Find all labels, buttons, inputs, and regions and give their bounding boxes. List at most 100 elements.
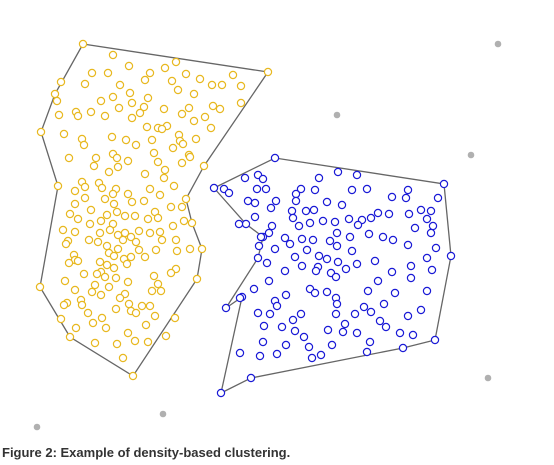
- cluster-2-point: [221, 303, 231, 313]
- cluster-1-point: [145, 301, 155, 311]
- cluster-2-point: [261, 184, 271, 194]
- cluster-1-point: [111, 273, 121, 283]
- cluster-2-point: [265, 309, 275, 319]
- noise-point: [159, 410, 167, 418]
- cluster-1-point: [151, 245, 161, 255]
- cluster-2-point: [250, 212, 260, 222]
- cluster-2-point: [378, 232, 388, 242]
- cluster-2-point: [290, 252, 300, 262]
- cluster-2-point: [304, 342, 314, 352]
- cluster-2-point: [379, 299, 389, 309]
- cluster-1-point: [127, 197, 137, 207]
- cluster-1-point: [153, 157, 163, 167]
- cluster-1-point: [139, 196, 149, 206]
- cluster-2-point: [310, 185, 320, 195]
- cluster-1-point: [109, 263, 119, 273]
- cluster-2-point: [431, 243, 441, 253]
- cluster-2-point: [388, 235, 398, 245]
- cluster-2-point: [259, 321, 269, 331]
- cluster-1-point: [118, 235, 128, 245]
- cluster-1-point: [137, 301, 147, 311]
- cluster-1-point: [215, 104, 225, 114]
- cluster-1-point: [108, 189, 118, 199]
- cluster-2-point: [331, 309, 341, 319]
- cluster-1-point: [123, 156, 133, 166]
- cluster-2-point: [272, 301, 282, 311]
- cluster-2-point: [345, 232, 355, 242]
- cluster-1-point: [127, 113, 137, 123]
- cluster-1-point: [70, 199, 80, 209]
- cluster-2-point: [290, 326, 300, 336]
- cluster-2-point: [249, 284, 259, 294]
- cluster-1-point: [126, 232, 136, 242]
- cluster-2-point: [281, 290, 291, 300]
- cluster-1-point: [192, 274, 202, 284]
- cluster-1-point: [126, 252, 136, 262]
- cluster-1-point: [168, 143, 178, 153]
- cluster-1-point: [187, 218, 197, 228]
- cluster-2-point: [422, 214, 432, 224]
- cluster-1-point: [90, 280, 100, 290]
- cluster-1-point: [79, 269, 89, 279]
- cluster-1-point: [141, 320, 151, 330]
- cluster-1-point: [197, 244, 207, 254]
- cluster-2-point: [280, 233, 290, 243]
- cluster-1-hull: [39, 43, 270, 377]
- cluster-2-point: [422, 253, 432, 263]
- cluster-1-point: [200, 112, 210, 122]
- cluster-2-point: [243, 196, 253, 206]
- cluster-2-point: [253, 308, 263, 318]
- cluster-1-point: [96, 290, 106, 300]
- cluster-2-point: [264, 276, 274, 286]
- cluster-1-point: [71, 323, 81, 333]
- cluster-1-point: [172, 246, 182, 256]
- cluster-1-point: [123, 328, 133, 338]
- cluster-1-point: [56, 77, 66, 87]
- cluster-2-point: [256, 232, 266, 242]
- cluster-2-point: [323, 325, 333, 335]
- noise-point: [467, 151, 475, 159]
- cluster-2-point: [406, 261, 416, 271]
- cluster-2-point: [362, 184, 372, 194]
- cluster-2-point: [224, 188, 234, 198]
- cluster-1-point: [36, 127, 46, 137]
- cluster-2-point: [341, 264, 351, 274]
- cluster-1-point: [58, 225, 68, 235]
- cluster-1-point: [112, 153, 122, 163]
- cluster-1-point: [140, 75, 150, 85]
- cluster-1-point: [125, 88, 135, 98]
- cluster-1-point: [87, 287, 97, 297]
- cluster-1-point: [130, 211, 140, 221]
- cluster-2-point: [270, 244, 280, 254]
- cluster-2-point: [416, 205, 426, 215]
- cluster-1-point: [185, 244, 195, 254]
- cluster-1-point: [150, 311, 160, 321]
- cluster-1-point: [93, 237, 103, 247]
- cluster-2-point: [258, 174, 268, 184]
- cluster-1-point: [114, 103, 124, 113]
- cluster-1-point: [145, 184, 155, 194]
- cluster-2-point: [433, 193, 443, 203]
- cluster-1-point: [122, 259, 132, 269]
- cluster-2-point: [322, 254, 332, 264]
- cluster-2-point: [253, 253, 263, 263]
- cluster-1-point: [191, 134, 201, 144]
- cluster-2-point: [410, 223, 420, 233]
- cluster-1-point: [155, 227, 165, 237]
- cluster-2-point: [352, 170, 362, 180]
- cluster-2-point: [240, 173, 250, 183]
- cluster-2-point: [428, 221, 438, 231]
- cluster-2-point: [403, 240, 413, 250]
- cluster-1-point: [86, 107, 96, 117]
- cluster-2-point: [359, 302, 369, 312]
- cluster-1-point: [145, 228, 155, 238]
- cluster-2-point: [277, 322, 287, 332]
- cluster-2-point: [297, 261, 307, 271]
- cluster-2-point: [375, 316, 385, 326]
- cluster-1-point: [80, 79, 90, 89]
- cluster-1-point: [140, 252, 150, 262]
- cluster-1-point: [143, 214, 153, 224]
- cluster-2-point: [363, 286, 373, 296]
- cluster-2-point: [254, 241, 264, 251]
- cluster-2-point: [305, 218, 315, 228]
